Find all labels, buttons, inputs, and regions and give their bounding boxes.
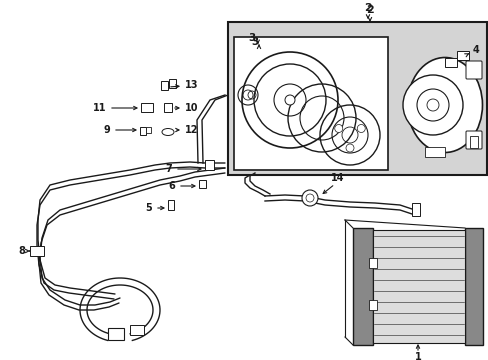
Ellipse shape (407, 58, 482, 153)
Bar (141, 103, 153, 112)
Text: 5: 5 (145, 203, 152, 213)
Bar (169, 79, 176, 88)
Text: 14: 14 (330, 173, 344, 183)
Text: 3: 3 (251, 37, 258, 47)
Text: 9: 9 (103, 125, 110, 135)
Text: 7: 7 (165, 164, 172, 174)
Bar (352, 228, 372, 345)
Bar (234, 37, 387, 170)
Bar (168, 200, 174, 210)
Bar (199, 180, 205, 188)
Circle shape (416, 89, 448, 121)
Text: 1: 1 (414, 352, 421, 360)
Bar (368, 258, 376, 268)
Bar (372, 230, 464, 343)
FancyBboxPatch shape (465, 61, 481, 79)
Bar (130, 325, 143, 335)
Bar (424, 147, 444, 157)
Text: 4: 4 (472, 45, 478, 55)
Bar (146, 127, 151, 133)
Bar (140, 127, 146, 135)
Circle shape (426, 99, 438, 111)
Text: 2: 2 (366, 5, 373, 15)
Text: 6: 6 (168, 181, 175, 191)
Bar (444, 58, 456, 67)
Bar (227, 22, 486, 175)
Bar (108, 328, 124, 340)
Text: 3: 3 (248, 33, 255, 43)
Text: 11: 11 (92, 103, 106, 113)
Circle shape (402, 75, 462, 135)
Text: 8: 8 (18, 246, 25, 256)
Bar (464, 228, 482, 345)
Bar (469, 136, 477, 148)
Text: 13: 13 (184, 80, 198, 90)
Circle shape (302, 190, 317, 206)
Text: 12: 12 (184, 125, 198, 135)
Circle shape (346, 144, 353, 152)
Circle shape (285, 95, 294, 105)
Circle shape (357, 125, 365, 132)
Bar (411, 203, 419, 216)
Text: 2: 2 (364, 3, 371, 13)
Text: 10: 10 (184, 103, 198, 113)
Bar (161, 81, 168, 90)
Bar (163, 103, 172, 112)
Bar (368, 300, 376, 310)
Bar (30, 246, 44, 256)
Circle shape (334, 125, 342, 132)
Bar (204, 160, 214, 170)
Bar (456, 51, 468, 60)
FancyBboxPatch shape (465, 131, 481, 149)
